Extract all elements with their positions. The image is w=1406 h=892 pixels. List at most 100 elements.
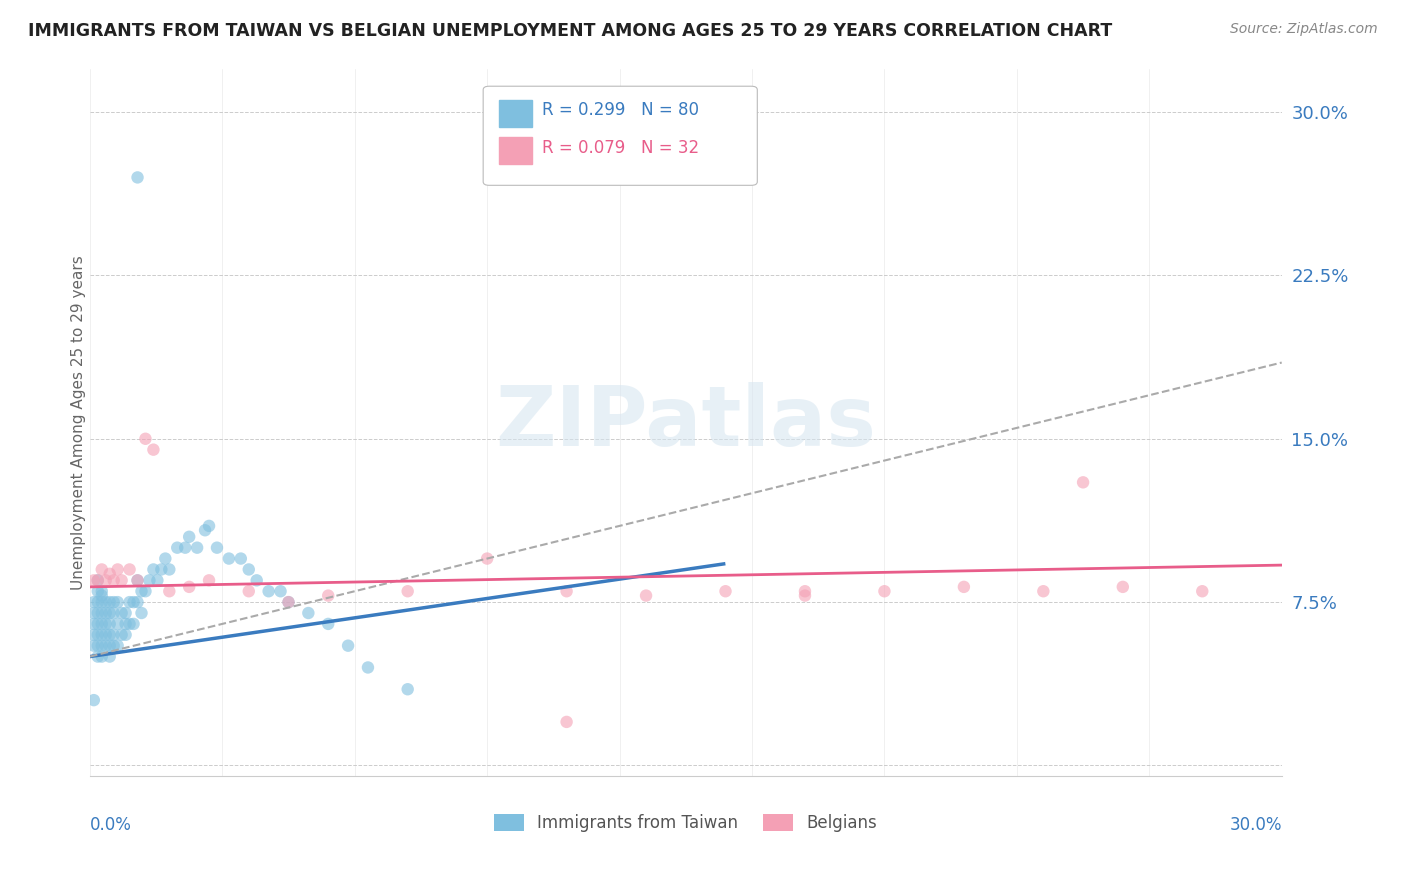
Point <box>157 584 180 599</box>
Point <box>131 584 153 599</box>
Point <box>142 562 165 576</box>
Point <box>87 574 110 588</box>
Point <box>98 649 121 664</box>
Point <box>114 628 136 642</box>
Text: ZIPatlas: ZIPatlas <box>495 382 876 463</box>
Point <box>83 595 105 609</box>
Point <box>90 649 112 664</box>
Point <box>150 562 173 576</box>
Point <box>794 584 817 599</box>
Point <box>277 595 299 609</box>
Point <box>94 574 117 588</box>
Point <box>131 606 153 620</box>
Point <box>90 584 112 599</box>
Text: 0.0%: 0.0% <box>90 815 132 833</box>
Point <box>337 639 360 653</box>
Point <box>90 595 112 609</box>
Point <box>157 562 180 576</box>
Point <box>107 562 129 576</box>
Bar <box>499 100 531 127</box>
Point <box>198 574 221 588</box>
Point <box>103 639 125 653</box>
Point <box>174 541 197 555</box>
Point <box>794 589 817 603</box>
Legend: Immigrants from Taiwan, Belgians: Immigrants from Taiwan, Belgians <box>494 814 877 831</box>
Point <box>83 574 105 588</box>
Point <box>122 616 145 631</box>
Point <box>179 580 201 594</box>
Point <box>142 442 165 457</box>
Point <box>297 606 319 620</box>
Point <box>277 595 299 609</box>
Point <box>90 589 112 603</box>
Y-axis label: Unemployment Among Ages 25 to 29 years: Unemployment Among Ages 25 to 29 years <box>72 255 86 590</box>
Point <box>1032 584 1054 599</box>
Point <box>103 606 125 620</box>
Point <box>94 628 117 642</box>
Point <box>90 616 112 631</box>
Point <box>229 551 252 566</box>
Point <box>1112 580 1135 594</box>
Point <box>194 523 217 537</box>
Point <box>1071 475 1094 490</box>
Point <box>98 595 121 609</box>
Point <box>555 584 578 599</box>
Point <box>555 714 578 729</box>
Point <box>186 541 208 555</box>
Point <box>873 584 896 599</box>
Text: Source: ZipAtlas.com: Source: ZipAtlas.com <box>1230 22 1378 37</box>
Point <box>103 574 125 588</box>
Point <box>83 606 105 620</box>
Point <box>127 574 149 588</box>
Point <box>94 616 117 631</box>
Point <box>90 628 112 642</box>
Point <box>114 616 136 631</box>
Point <box>90 639 112 653</box>
Point <box>87 584 110 599</box>
Point <box>87 595 110 609</box>
Point <box>107 616 129 631</box>
Point <box>83 628 105 642</box>
Point <box>166 541 188 555</box>
Point <box>94 639 117 653</box>
Point <box>90 606 112 620</box>
Point <box>87 639 110 653</box>
FancyBboxPatch shape <box>484 87 758 186</box>
Text: R = 0.079   N = 32: R = 0.079 N = 32 <box>541 139 699 157</box>
Point <box>94 606 117 620</box>
Point <box>218 551 240 566</box>
Point <box>103 595 125 609</box>
Point <box>94 595 117 609</box>
Point <box>87 628 110 642</box>
Point <box>127 170 149 185</box>
Point <box>636 589 658 603</box>
Point <box>111 628 134 642</box>
Point <box>118 595 141 609</box>
Point <box>238 584 260 599</box>
Point <box>83 616 105 631</box>
Point <box>98 639 121 653</box>
Point <box>111 574 134 588</box>
Point <box>146 574 169 588</box>
Text: IMMIGRANTS FROM TAIWAN VS BELGIAN UNEMPLOYMENT AMONG AGES 25 TO 29 YEARS CORRELA: IMMIGRANTS FROM TAIWAN VS BELGIAN UNEMPL… <box>28 22 1112 40</box>
Point <box>98 606 121 620</box>
Point <box>270 584 292 599</box>
Point <box>90 562 112 576</box>
Point <box>316 616 339 631</box>
Point <box>122 595 145 609</box>
Point <box>316 589 339 603</box>
Point <box>257 584 280 599</box>
Point <box>107 639 129 653</box>
Point <box>87 574 110 588</box>
Point <box>953 580 976 594</box>
Point <box>98 628 121 642</box>
Point <box>714 584 737 599</box>
Point <box>134 432 156 446</box>
Point <box>83 693 105 707</box>
Point <box>111 606 134 620</box>
Point <box>103 628 125 642</box>
Point <box>179 530 201 544</box>
Text: 30.0%: 30.0% <box>1229 815 1282 833</box>
Point <box>198 519 221 533</box>
Point <box>475 551 498 566</box>
